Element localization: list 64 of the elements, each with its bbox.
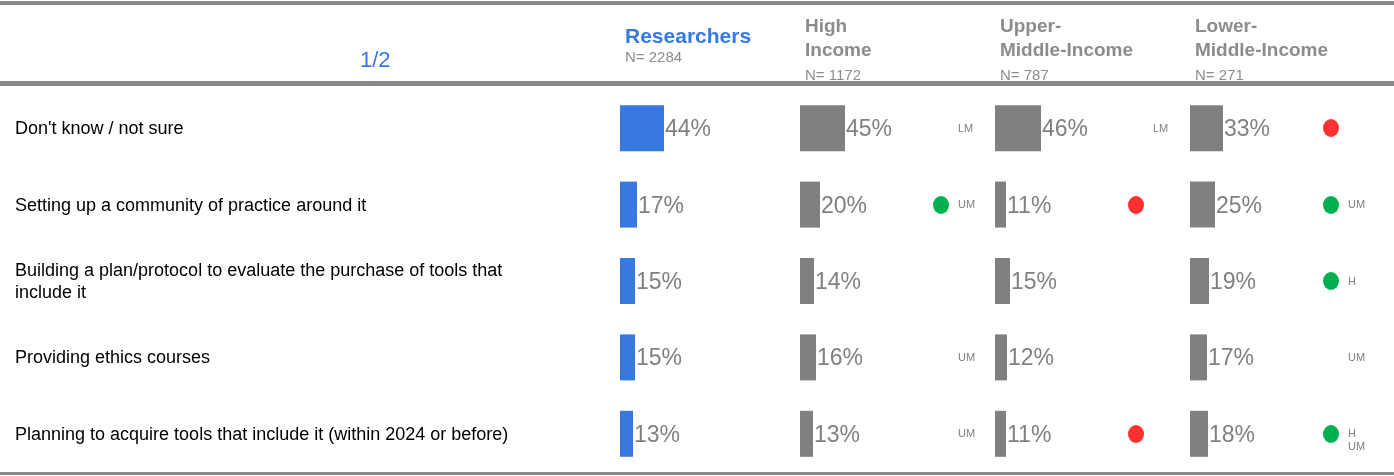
data-label: 13% <box>814 420 861 447</box>
data-label: 20% <box>821 191 868 218</box>
bar <box>995 334 1007 381</box>
text: H <box>1348 274 1356 287</box>
data-label: 25% <box>1216 191 1263 218</box>
bar <box>995 258 1010 304</box>
text: UM <box>1348 350 1366 363</box>
chart-subtitle: N= 271 <box>1195 66 1244 83</box>
chart-subtitle: N= 1172 <box>805 66 862 83</box>
bar <box>620 258 635 304</box>
text: UM <box>1348 198 1366 211</box>
bar <box>1190 258 1209 304</box>
bar <box>1190 410 1208 457</box>
bar <box>620 410 633 457</box>
bar <box>1190 181 1215 228</box>
data-label: 13% <box>634 420 681 447</box>
bar <box>620 105 664 152</box>
data-label: 15% <box>636 268 683 294</box>
chart-subtitle: N= 787 <box>1000 66 1049 83</box>
text: H <box>1348 427 1356 440</box>
text: LM <box>1153 121 1169 134</box>
text: UM <box>958 198 976 211</box>
bar <box>800 410 813 457</box>
chart-subtitle: N= 2284 <box>625 48 683 65</box>
text: UM <box>958 350 976 363</box>
bar <box>995 181 1006 228</box>
text: UM <box>1348 440 1366 453</box>
y-tick-label: Don't know / not sure <box>15 118 184 139</box>
data-label: 12% <box>1008 344 1055 371</box>
y-tick-label: Building a plan/protocol to evaluate the purchase of tools that include it <box>15 260 508 302</box>
text: Lower- Middle-Income <box>1195 14 1329 60</box>
bar <box>1190 105 1223 152</box>
data-label: 44% <box>665 115 712 142</box>
bar <box>800 258 814 304</box>
data-label: 15% <box>1011 268 1058 294</box>
data-label: 33% <box>1224 115 1271 142</box>
text: UM <box>958 427 976 440</box>
data-label: 15% <box>636 344 683 371</box>
data-label: 46% <box>1042 115 1089 142</box>
chart-title: High Income <box>805 14 872 60</box>
data-label: 45% <box>846 115 893 142</box>
data-label: 16% <box>817 344 864 371</box>
bar <box>800 181 820 228</box>
text: LM <box>958 121 974 134</box>
data-label: 11% <box>1007 191 1052 218</box>
y-tick-label: Providing ethics courses <box>15 347 211 368</box>
bar <box>800 105 845 152</box>
data-label: 17% <box>1208 344 1255 371</box>
data-label: 11% <box>1007 420 1052 447</box>
bar <box>995 410 1006 457</box>
bar <box>800 334 816 381</box>
bar <box>620 181 637 228</box>
chart-title: Researchers <box>625 23 752 47</box>
bar <box>995 105 1041 152</box>
data-label: 17% <box>638 191 685 218</box>
text: 1/2 <box>360 46 391 72</box>
data-label: 14% <box>815 268 862 294</box>
chart-title: Upper- Middle-Income <box>1000 14 1134 60</box>
data-label: 19% <box>1210 268 1257 294</box>
y-tick-label: Planning to acquire tools that include it (within 2024 or before) <box>15 423 509 444</box>
data-label: 18% <box>1209 420 1256 447</box>
bar <box>1190 334 1207 381</box>
bar <box>620 334 635 381</box>
y-tick-label: Setting up a community of practice around it <box>15 194 367 215</box>
